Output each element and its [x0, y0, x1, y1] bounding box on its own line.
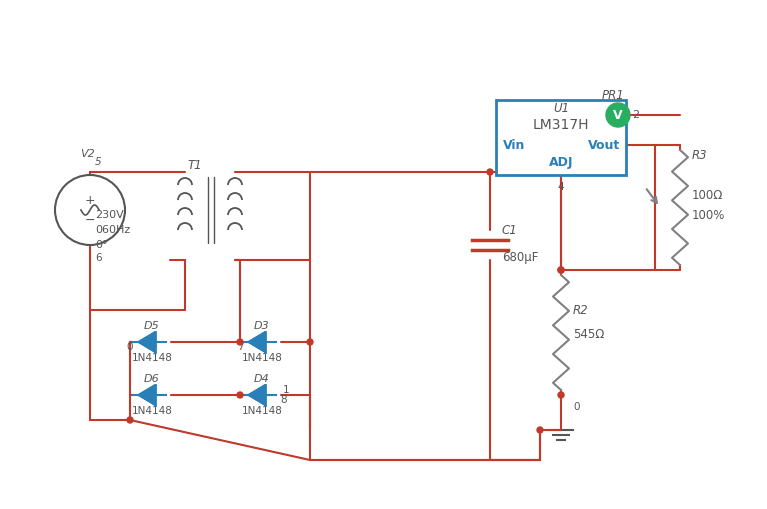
Circle shape — [237, 339, 243, 345]
Text: D4: D4 — [254, 374, 270, 384]
Text: 6: 6 — [95, 253, 101, 263]
Text: D3: D3 — [254, 321, 270, 331]
Text: 1N4148: 1N4148 — [132, 353, 173, 363]
Text: 100%: 100% — [692, 209, 726, 221]
Text: C1: C1 — [502, 223, 518, 237]
Text: 545Ω: 545Ω — [573, 328, 604, 342]
Text: LM317H: LM317H — [533, 118, 589, 132]
Text: U1: U1 — [553, 101, 569, 115]
Circle shape — [237, 392, 243, 398]
Text: 100Ω: 100Ω — [692, 188, 723, 202]
Polygon shape — [138, 332, 155, 352]
Circle shape — [558, 267, 564, 273]
Text: 8: 8 — [281, 395, 288, 405]
Polygon shape — [138, 385, 155, 405]
Polygon shape — [248, 332, 265, 352]
Text: 4: 4 — [558, 182, 565, 192]
Text: +: + — [84, 193, 95, 207]
Circle shape — [537, 427, 543, 433]
Text: D5: D5 — [144, 321, 160, 331]
Text: 060Hz: 060Hz — [95, 225, 130, 235]
Text: 2: 2 — [633, 110, 640, 120]
Text: T1: T1 — [188, 158, 202, 172]
Text: V: V — [613, 108, 623, 122]
Text: 1N4148: 1N4148 — [242, 353, 282, 363]
Text: 5: 5 — [95, 157, 101, 167]
Text: 7: 7 — [237, 342, 243, 352]
Text: 0°: 0° — [95, 240, 107, 250]
Circle shape — [606, 103, 630, 127]
Circle shape — [307, 339, 313, 345]
Circle shape — [127, 417, 133, 423]
Text: 1: 1 — [283, 385, 289, 395]
Text: 1N4148: 1N4148 — [132, 406, 173, 416]
Text: 0: 0 — [127, 342, 133, 352]
Circle shape — [558, 392, 564, 398]
Text: Vin: Vin — [503, 138, 525, 152]
FancyBboxPatch shape — [496, 100, 626, 175]
Text: D6: D6 — [144, 374, 160, 384]
Text: PR1: PR1 — [601, 89, 624, 101]
Polygon shape — [248, 385, 265, 405]
Text: 230V: 230V — [95, 210, 123, 220]
Circle shape — [487, 169, 493, 175]
Text: R3: R3 — [692, 149, 708, 161]
Text: −: − — [84, 213, 95, 227]
Text: 1N4148: 1N4148 — [242, 406, 282, 416]
Text: ADJ: ADJ — [548, 156, 573, 168]
Circle shape — [558, 267, 564, 273]
Text: R2: R2 — [573, 303, 588, 317]
Text: 680μF: 680μF — [502, 251, 538, 265]
Text: Vout: Vout — [588, 138, 621, 152]
Text: 0: 0 — [573, 402, 580, 412]
Text: V2: V2 — [80, 149, 95, 159]
